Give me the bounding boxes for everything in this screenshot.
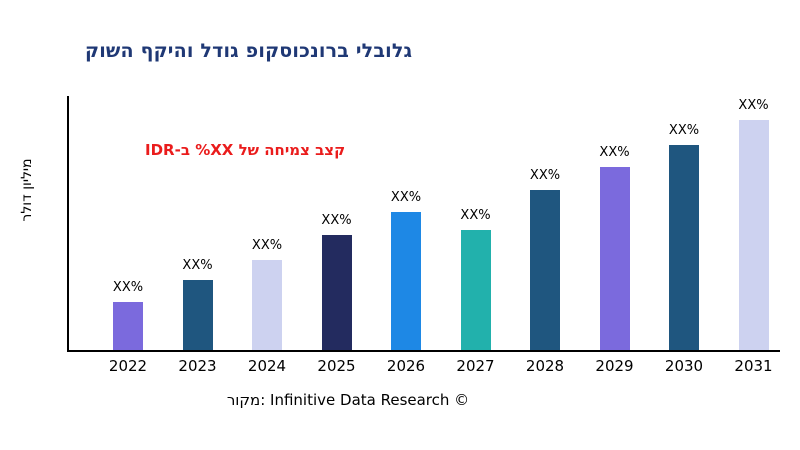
bar-2030 xyxy=(669,145,699,350)
bar-value-label: XX% xyxy=(182,258,213,273)
bar-2025 xyxy=(321,235,352,350)
bar-value-label: XX% xyxy=(529,168,561,183)
x-tick-2029: 2029 xyxy=(595,357,634,375)
bar-2028 xyxy=(530,190,560,350)
x-tick-2025: 2025 xyxy=(317,357,356,375)
bar-value-label: XX% xyxy=(599,145,630,160)
source-credit: מקור: Infinitive Data Research © xyxy=(226,391,470,409)
bar-value-label: XX% xyxy=(460,208,491,223)
bar-value-label: XX% xyxy=(321,213,352,228)
x-tick-2023: 2023 xyxy=(178,357,217,375)
bar-value-label: XX% xyxy=(390,190,422,205)
bar-2027 xyxy=(460,230,491,350)
bar-2024 xyxy=(252,260,282,350)
y-axis-line xyxy=(67,96,69,352)
bar-value-label: XX% xyxy=(668,123,700,138)
x-tick-2028: 2028 xyxy=(525,357,565,375)
x-tick-2026: 2026 xyxy=(386,357,426,375)
bar-value-label: XX% xyxy=(738,98,769,113)
x-tick-2031: 2031 xyxy=(734,357,773,375)
x-tick-2022: 2022 xyxy=(108,357,148,375)
bar-value-label: XX% xyxy=(251,238,283,253)
bar-2023 xyxy=(182,280,213,350)
growth-rate-annotation: קצב צמיחה של XX% ב-IDR xyxy=(145,141,346,159)
bar-value-label: XX% xyxy=(112,280,144,295)
chart-title: גלובלי ברונכוסקופ גודל והיקף השוק xyxy=(85,40,413,62)
bar-2022 xyxy=(113,302,143,350)
x-tick-2027: 2027 xyxy=(456,357,495,375)
bar-2029 xyxy=(599,167,630,350)
x-tick-2030: 2030 xyxy=(664,357,704,375)
x-tick-2024: 2024 xyxy=(247,357,287,375)
bar-2031 xyxy=(738,120,769,350)
bar-2026 xyxy=(391,212,421,350)
x-axis-line xyxy=(67,350,780,352)
